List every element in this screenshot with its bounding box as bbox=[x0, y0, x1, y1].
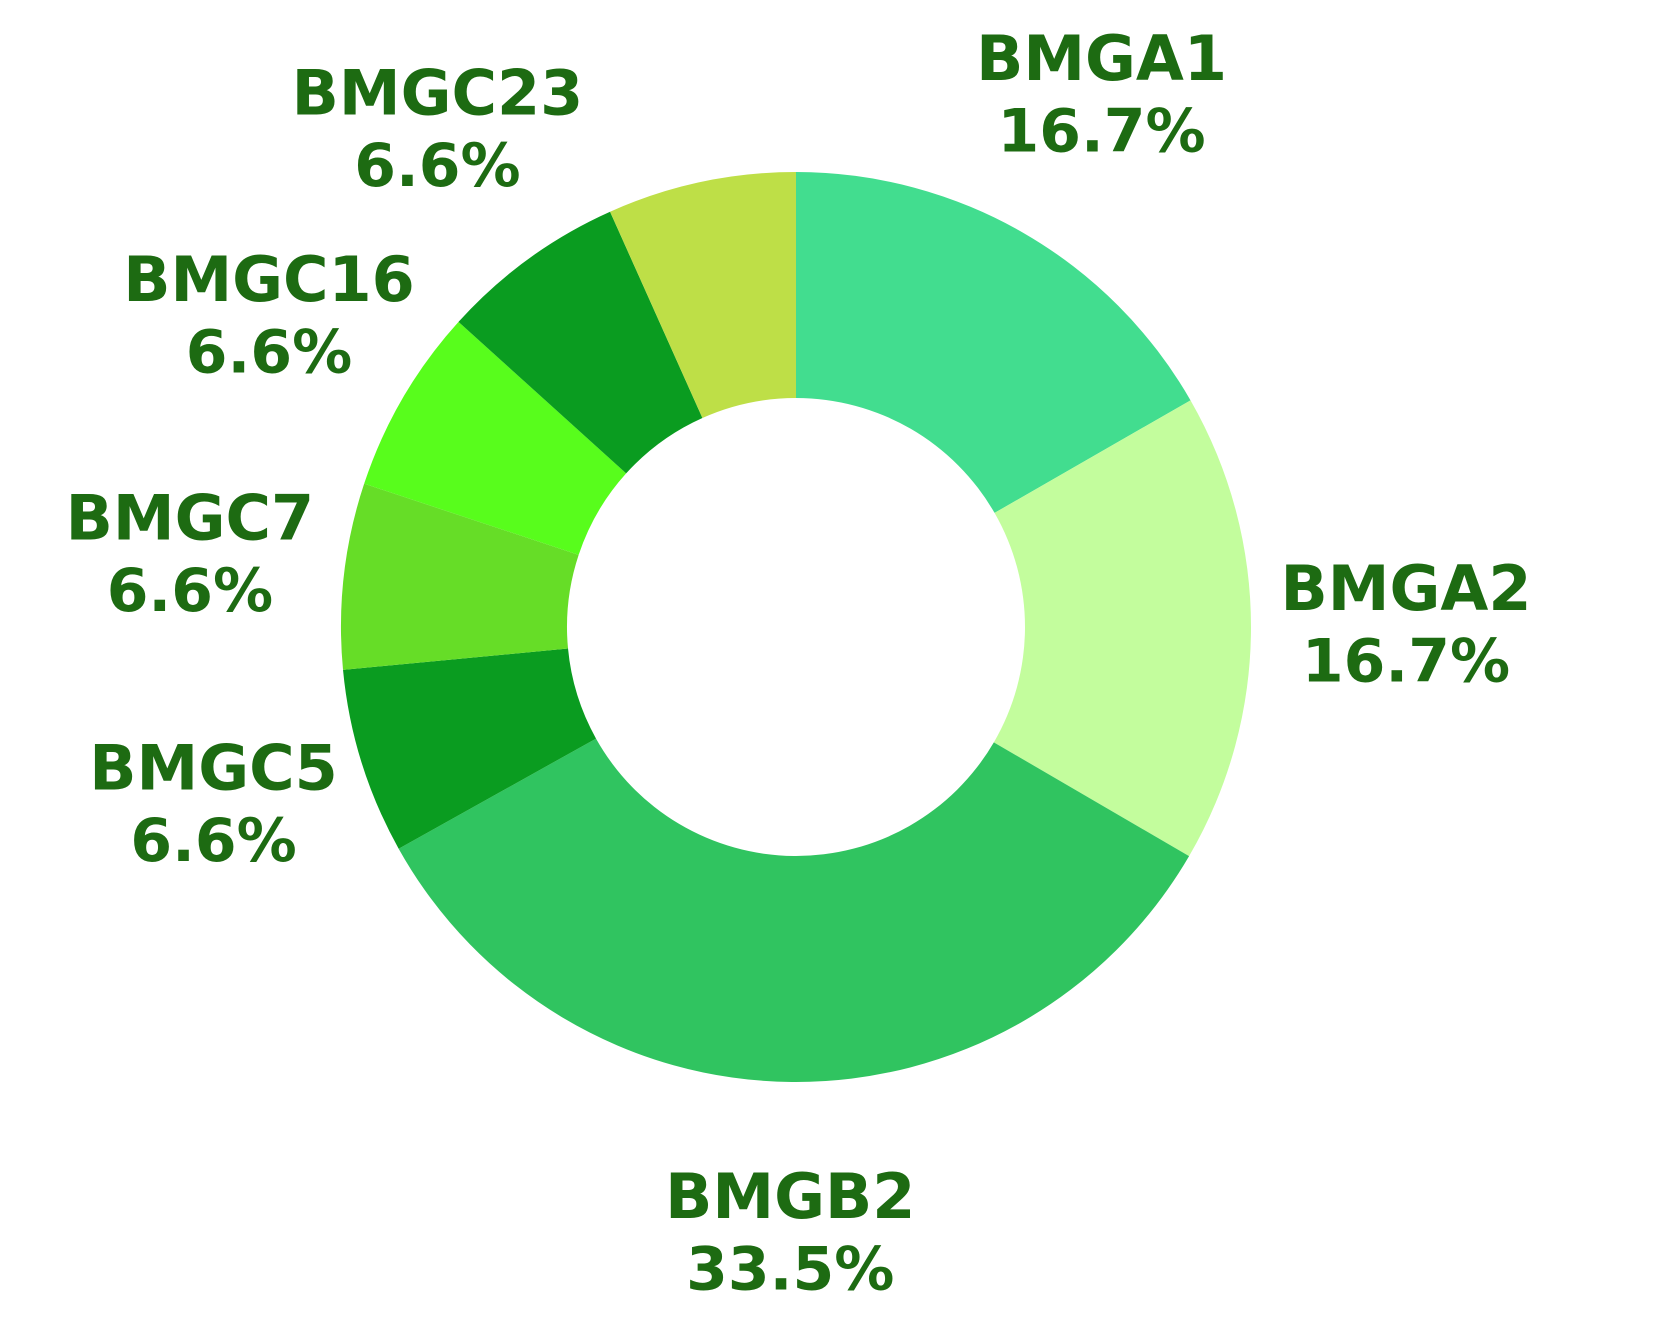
donut-slice bbox=[398, 738, 1190, 1083]
donut-slice bbox=[610, 172, 796, 418]
slice-label: BMGC23 bbox=[292, 57, 584, 130]
value-label: 33.5% bbox=[686, 1235, 894, 1305]
slice-label: BMGB2 bbox=[665, 1160, 915, 1233]
donut-slice bbox=[341, 483, 579, 670]
value-label: 16.7% bbox=[1302, 627, 1510, 697]
slice-label: BMGC16 bbox=[123, 243, 415, 316]
slice-label: BMGA1 bbox=[976, 22, 1227, 95]
value-label: 16.7% bbox=[997, 97, 1205, 167]
value-label: 6.6% bbox=[186, 317, 352, 387]
donut-slice bbox=[993, 400, 1252, 857]
value-label: 6.6% bbox=[354, 131, 520, 201]
donut-slice bbox=[364, 321, 627, 555]
slice-label: BMGA2 bbox=[1281, 552, 1532, 625]
donut-slice bbox=[458, 211, 703, 474]
value-label: 6.6% bbox=[130, 806, 296, 876]
slice-label: BMGC7 bbox=[66, 481, 314, 554]
slice-label: BMGC5 bbox=[89, 731, 337, 804]
donut-slice bbox=[796, 172, 1191, 513]
donut-slice bbox=[343, 648, 597, 849]
value-label: 6.6% bbox=[107, 556, 273, 626]
